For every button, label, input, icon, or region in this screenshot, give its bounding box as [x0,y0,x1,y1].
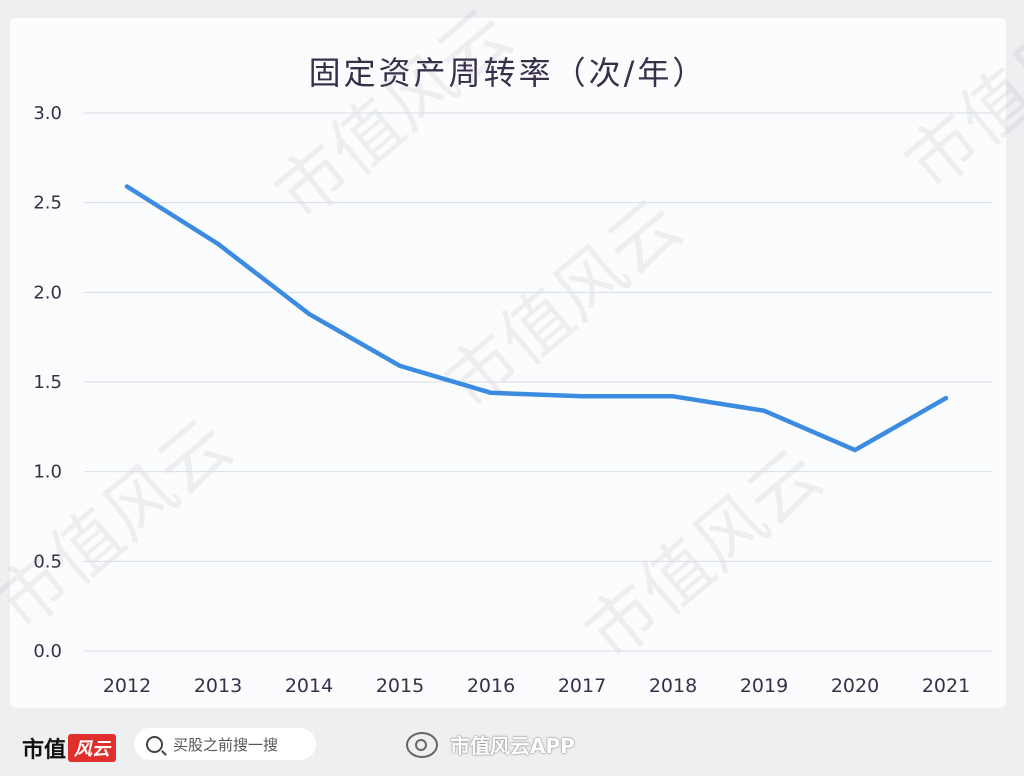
gridlines [84,112,992,652]
y-tick-label: 0.0 [33,641,62,662]
x-tick-label: 2019 [740,675,788,697]
x-tick-label: 2012 [103,675,151,697]
x-tick-label: 2021 [922,675,970,697]
brand-badge: 风云 [68,734,117,762]
brand-logo[interactable]: 市值 风云 [22,732,117,764]
y-tick-label: 3.0 [33,103,62,124]
x-tick-label: 2016 [467,675,515,697]
x-tick-label: 2013 [194,675,242,697]
y-tick-label: 1.5 [33,372,62,393]
search-box[interactable]: 买股之前搜一搜 [134,728,316,760]
weibo-account[interactable]: 市值风云APP [406,730,575,759]
search-placeholder: 买股之前搜一搜 [173,735,279,754]
x-tick-label: 2020 [831,675,879,697]
x-tick-label: 2017 [558,675,606,697]
y-tick-label: 0.5 [33,551,62,572]
y-tick-label: 2.5 [33,193,62,214]
x-tick-label: 2018 [649,675,697,697]
weibo-icon [406,731,438,758]
chart-card: 固定资产周转率（次/年） [10,18,1006,708]
y-axis: 0.0 0.5 1.0 1.5 2.0 2.5 3.0 [33,103,62,662]
chart-title: 固定资产周转率（次/年） [308,54,708,92]
x-tick-label: 2014 [285,675,333,697]
brand-text: 市值 [22,738,67,763]
y-tick-label: 1.0 [33,462,62,483]
search-icon [146,735,163,753]
x-axis: 2012 2013 2014 2015 2016 2017 2018 2019 2020 2021 [103,675,970,697]
footer-bar: 市值 风云 买股之前搜一搜 市值风云APP [0,712,1024,776]
series-line [124,184,949,453]
y-tick-label: 2.0 [33,282,62,303]
weibo-account-name: 市值风云APP [450,734,575,758]
x-tick-label: 2015 [376,675,424,697]
